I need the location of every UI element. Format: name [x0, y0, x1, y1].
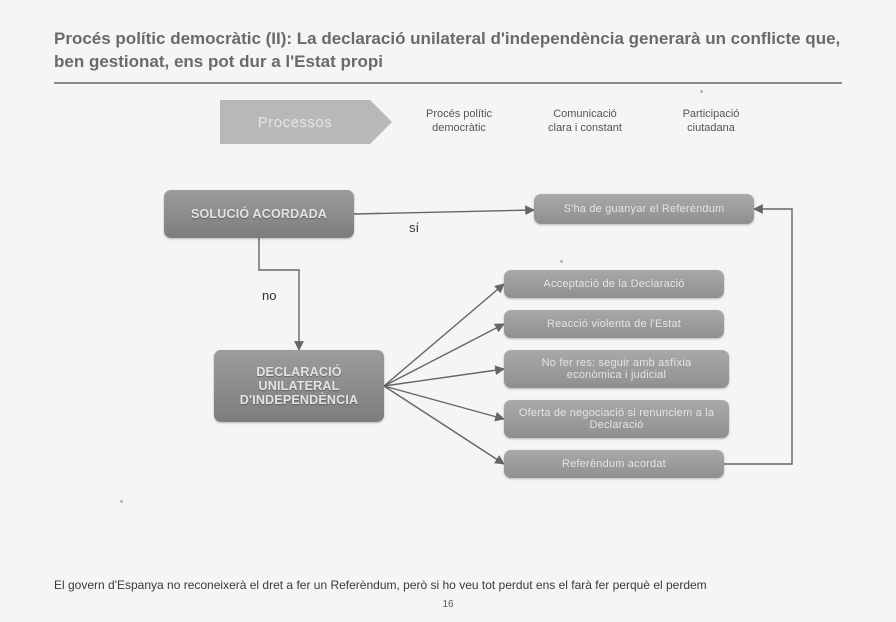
- process-banner: Processos Procés polític democràtic Comu…: [220, 100, 756, 144]
- banner-col-1: Comunicació clara i constant: [540, 108, 630, 136]
- edge-5: [384, 386, 504, 419]
- node-accept: Acceptació de la Declaració: [504, 270, 724, 298]
- banner-col-0: Procés polític democràtic: [414, 108, 504, 136]
- flowchart-canvas: SOLUCIÓ ACORDADA DECLARACIÓ UNILATERAL D'…: [54, 170, 842, 550]
- node-ref_acord: Referèndum acordat: [504, 450, 724, 478]
- page-title: Procés polític democràtic (II): La decla…: [54, 28, 842, 74]
- edge-7: [724, 209, 792, 464]
- edge-3: [384, 324, 504, 386]
- footnote: El govern d'Espanya no reconeixerà el dr…: [54, 578, 842, 592]
- edge-0: [354, 210, 534, 214]
- banner-arrow: Processos: [220, 100, 370, 144]
- node-solucio: SOLUCIÓ ACORDADA: [164, 190, 354, 238]
- node-asfixia: No fer res: seguir amb asfíxia econòmica…: [504, 350, 729, 388]
- node-ref_win: S'ha de guanyar el Referèndum: [534, 194, 754, 224]
- node-dui: DECLARACIÓ UNILATERAL D'INDEPENDÈNCIA: [214, 350, 384, 422]
- edge-2: [384, 284, 504, 386]
- banner-col-2: Participació ciutadana: [666, 108, 756, 136]
- banner-columns: Procés polític democràtic Comunicació cl…: [414, 108, 756, 136]
- node-react: Reacció violenta de l'Estat: [504, 310, 724, 338]
- edge-label-si: sí: [409, 220, 419, 235]
- page-number: 16: [0, 599, 896, 610]
- banner-arrow-label: Processos: [258, 114, 333, 131]
- node-oferta: Oferta de negociació si renunciem a la D…: [504, 400, 729, 438]
- title-rule: [54, 82, 842, 84]
- edge-6: [384, 386, 504, 464]
- edge-label-no: no: [262, 288, 276, 303]
